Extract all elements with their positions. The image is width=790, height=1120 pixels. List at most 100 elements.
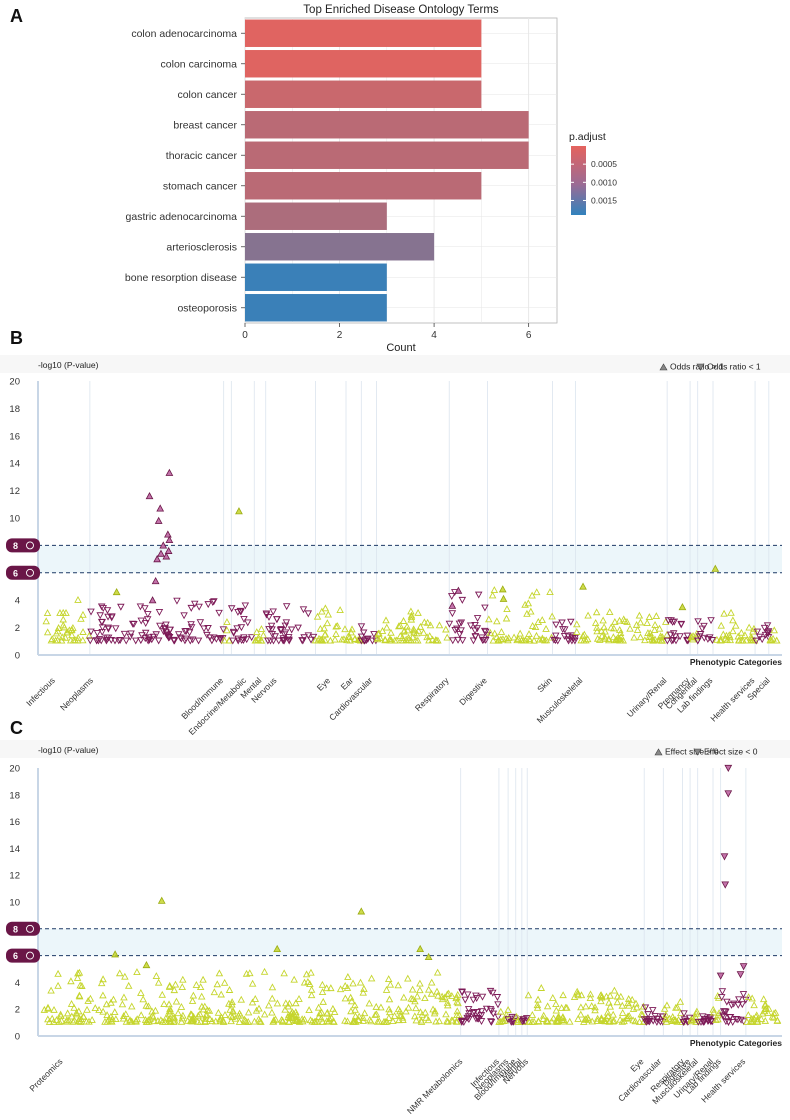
data-point: [552, 621, 560, 629]
data-point: [570, 993, 579, 1001]
data-point: [341, 994, 350, 1002]
data-point: [571, 637, 579, 645]
data-point: [643, 619, 651, 627]
data-point: [181, 628, 189, 636]
data-point: [521, 600, 529, 608]
data-point: [717, 994, 726, 1002]
data-point: [355, 1016, 363, 1024]
data-point: [141, 620, 150, 627]
data-point: [206, 634, 214, 642]
data-point: [737, 1016, 745, 1024]
data-point: [110, 1008, 119, 1016]
data-point: [404, 974, 412, 982]
data-point: [593, 627, 601, 635]
data-point: [464, 1013, 473, 1021]
data-point: [413, 992, 421, 1000]
data-point: [693, 1007, 701, 1015]
data-point: [613, 992, 622, 1000]
y-tick-label: 14: [9, 459, 20, 470]
y-tick-label: 18: [9, 790, 20, 801]
data-point: [235, 1009, 244, 1017]
data-point: [563, 1003, 571, 1011]
data-point: [68, 631, 76, 639]
data-point: [58, 633, 66, 641]
data-point: [414, 608, 422, 616]
data-point: [737, 636, 746, 644]
data-point: [694, 618, 702, 626]
data-point: [349, 979, 357, 987]
data-point: [282, 603, 291, 611]
data-point: [266, 637, 275, 645]
plot-header: [0, 355, 790, 373]
data-point: [370, 631, 378, 638]
data-point: [108, 613, 116, 621]
data-point: [316, 1009, 324, 1017]
highlight-point-4: [416, 944, 425, 952]
data-point: [87, 628, 95, 636]
data-point: [103, 636, 111, 644]
data-point: [75, 992, 84, 1000]
data-point: [322, 984, 331, 992]
data-point: [176, 634, 185, 642]
data-point: [229, 628, 238, 636]
data-point: [285, 636, 293, 644]
data-point: [609, 1010, 617, 1018]
data-point: [490, 586, 499, 594]
y-tick-label: 16: [9, 431, 20, 442]
data-point: [641, 1004, 650, 1012]
data-point: [127, 630, 135, 638]
data-point: [141, 605, 149, 613]
triangle-up-icon: [654, 748, 663, 756]
highlight-point-1: [357, 907, 366, 915]
data-point: [591, 618, 600, 626]
data-point: [195, 603, 203, 611]
data-point: [257, 625, 266, 633]
data-point: [680, 1018, 688, 1026]
x-tick-label: 6: [526, 330, 532, 341]
data-point: [277, 1015, 286, 1023]
data-point: [465, 1016, 473, 1024]
data-point: [88, 1015, 96, 1023]
data-point: [157, 1016, 165, 1024]
data-point: [107, 636, 116, 644]
panel-label-b: B: [10, 328, 23, 348]
triangle-up-icon: [659, 363, 668, 371]
data-point: [764, 628, 773, 636]
data-point: [316, 635, 325, 643]
data-point: [408, 633, 417, 641]
data-point: [343, 1017, 352, 1025]
data-point: [293, 1014, 301, 1022]
data-point: [478, 993, 487, 1001]
data-point: [103, 607, 112, 615]
data-point: [522, 1015, 531, 1022]
category-label: bone resorption disease: [125, 272, 237, 284]
data-point: [662, 1015, 670, 1022]
data-point: [321, 630, 329, 638]
highlight-point-3: [273, 944, 282, 952]
data-point: [672, 1003, 680, 1011]
data-point: [99, 1007, 107, 1015]
data-point: [377, 1003, 385, 1011]
data-point: [281, 622, 290, 630]
data-point: [209, 599, 217, 606]
data-point: [47, 636, 56, 644]
data-point: [350, 1017, 358, 1025]
data-point: [237, 624, 246, 632]
data-point: [676, 997, 685, 1005]
data-point: [50, 1005, 58, 1013]
data-point: [624, 999, 632, 1007]
data-point: [53, 636, 62, 644]
data-point: [82, 1017, 91, 1025]
data-point: [97, 979, 106, 987]
data-point: [372, 1010, 381, 1018]
data-point: [745, 623, 753, 631]
data-point: [166, 1017, 175, 1025]
category-label: Proteomics: [27, 1056, 64, 1093]
data-point: [447, 1016, 456, 1024]
data-point: [454, 999, 462, 1007]
data-point: [73, 636, 82, 644]
legend-title: p.adjust: [569, 131, 606, 143]
highlight-point-13: [235, 507, 243, 515]
data-point: [528, 1010, 537, 1018]
data-point: [294, 624, 302, 632]
